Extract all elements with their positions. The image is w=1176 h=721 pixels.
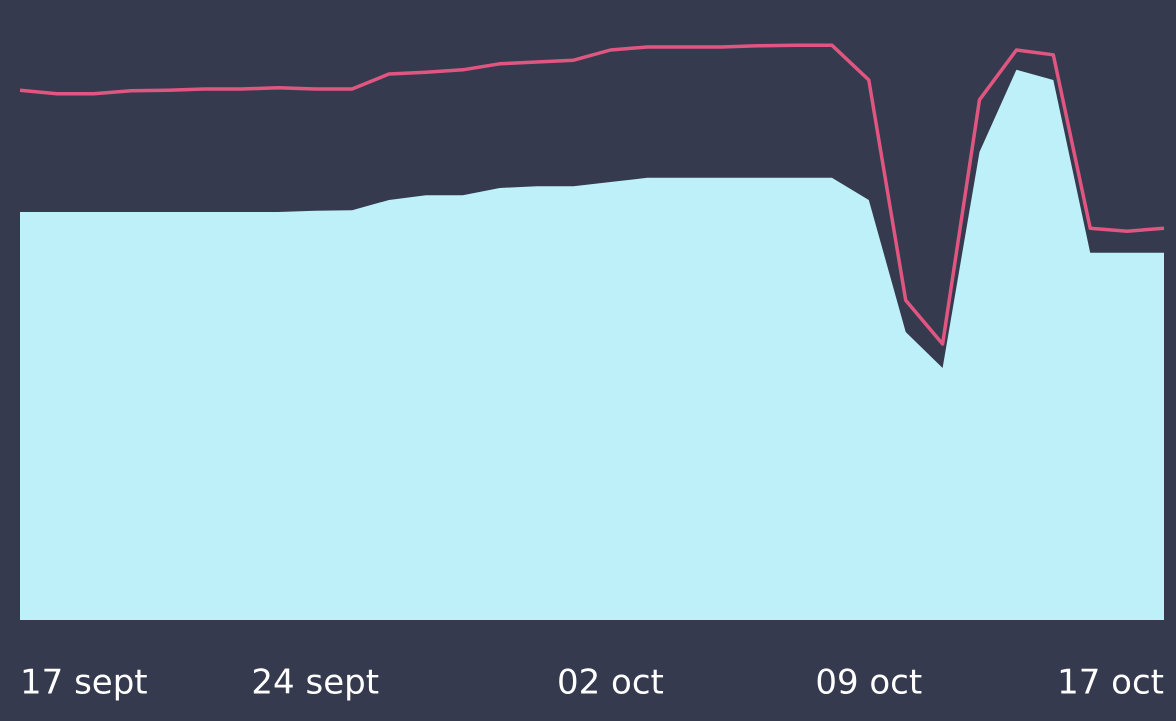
x-tick-label: 17 oct [1057, 663, 1164, 703]
x-tick-label: 17 sept [20, 663, 148, 703]
x-tick-label: 09 oct [815, 663, 922, 703]
line [19, 43, 1165, 346]
x-tick-label: 02 oct [557, 663, 664, 703]
x-tick-label: 24 sept [251, 663, 379, 703]
area [20, 69, 1164, 621]
